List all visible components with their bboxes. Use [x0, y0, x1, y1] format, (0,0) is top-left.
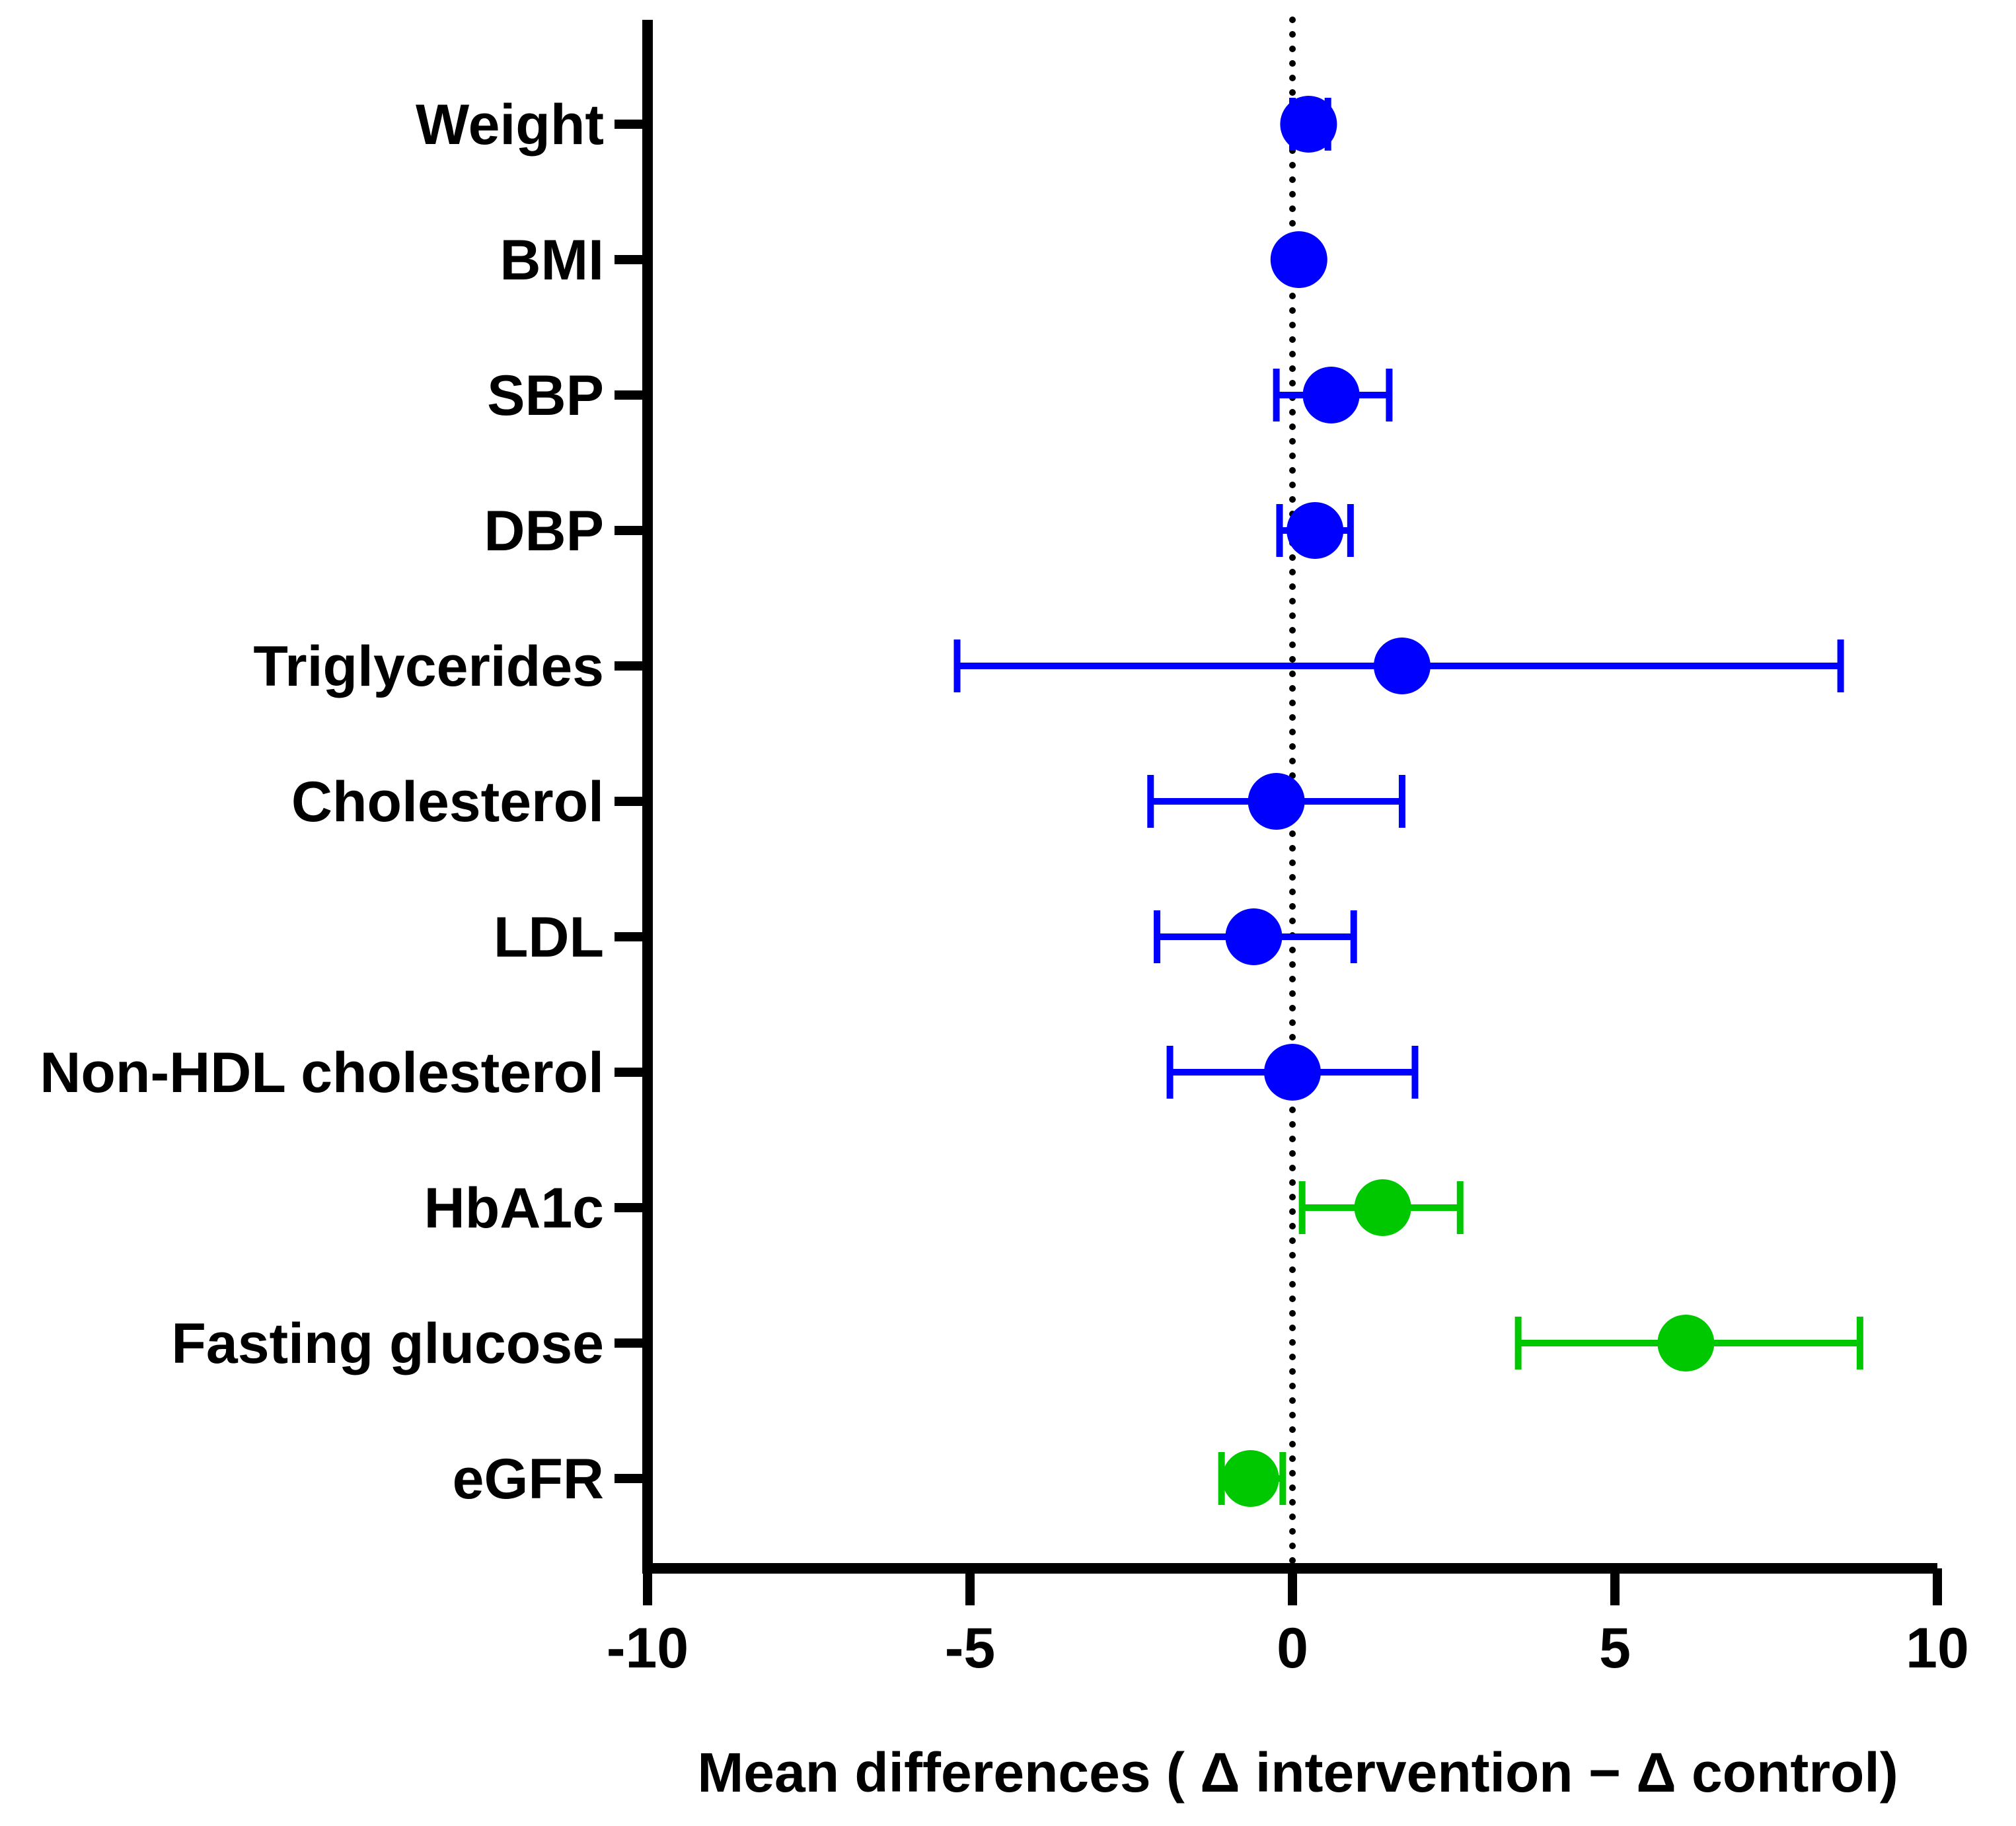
point-estimate-weight: [1280, 96, 1337, 153]
x-axis-title: Mean differences ( Δ intervention − Δ co…: [697, 1741, 1898, 1804]
x-tick-label: 0: [1277, 1617, 1308, 1680]
category-label-triglycerides: Triglycerides: [253, 635, 604, 698]
category-label-hba1c: HbA1c: [424, 1177, 604, 1240]
point-estimate-sbp: [1302, 367, 1360, 423]
point-estimate-triglycerides: [1373, 638, 1431, 694]
category-label-cholesterol: Cholesterol: [291, 770, 604, 834]
point-estimate-cholesterol: [1248, 773, 1305, 830]
x-tick-label: 5: [1599, 1617, 1631, 1680]
point-estimate-bmi: [1270, 231, 1327, 288]
category-label-ldl: LDL: [494, 906, 604, 969]
point-estimate-ldl: [1225, 908, 1283, 965]
point-estimate-fasting-glucose: [1657, 1315, 1715, 1371]
point-estimate-hba1c: [1354, 1179, 1411, 1236]
category-label-egfr: eGFR: [453, 1447, 604, 1511]
x-tick-label: -10: [607, 1617, 689, 1680]
x-tick-label: 10: [1906, 1617, 1969, 1680]
label-layer: -10 -5 0 5 10 Weight BMI SBP DBP Triglycerides Cho…: [40, 93, 1969, 1680]
category-label-weight: Weight: [416, 93, 604, 157]
x-tick-label: -5: [945, 1617, 995, 1680]
category-label-bmi: BMI: [500, 229, 604, 292]
point-estimate-non-hdl-cholesterol: [1264, 1044, 1321, 1101]
category-label-fasting-glucose: Fasting glucose: [171, 1312, 604, 1375]
category-label-non-hdl-cholesterol: Non-HDL cholesterol: [40, 1041, 604, 1105]
data-marks-layer: [953, 96, 1863, 1507]
point-estimate-dbp: [1287, 502, 1344, 559]
category-label-dbp: DBP: [484, 499, 604, 563]
category-label-sbp: SBP: [487, 364, 604, 427]
point-estimate-egfr: [1222, 1450, 1279, 1507]
